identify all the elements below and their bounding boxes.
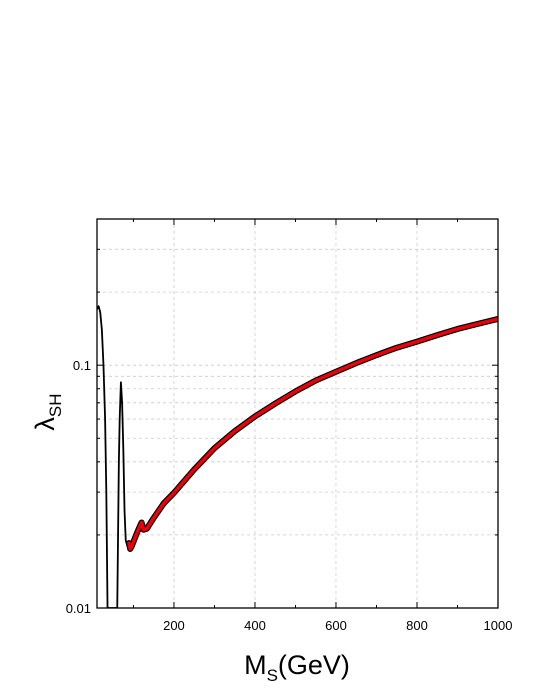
x-axis-title: MS(GeV) <box>244 650 350 685</box>
series-line <box>97 305 130 608</box>
y-tick-label: 0.1 <box>73 358 91 373</box>
x-tick-label: 400 <box>244 618 266 633</box>
x-tick-label: 600 <box>325 618 347 633</box>
grid-lines <box>97 219 498 608</box>
y-axis-title: λSH <box>30 393 65 430</box>
x-tick-label: 800 <box>406 618 428 633</box>
x-tick-label: 1000 <box>484 618 513 633</box>
tick-labels: 200 400 600 800 1000 0.01 0.1 <box>66 358 513 633</box>
x-tick-label: 200 <box>163 618 185 633</box>
axis-ticks <box>97 218 499 609</box>
series-line <box>127 317 498 551</box>
series-layer <box>97 305 498 608</box>
y-tick-label: 0.01 <box>66 601 91 616</box>
plot-frame <box>96 218 499 609</box>
series-outline <box>126 315 498 552</box>
